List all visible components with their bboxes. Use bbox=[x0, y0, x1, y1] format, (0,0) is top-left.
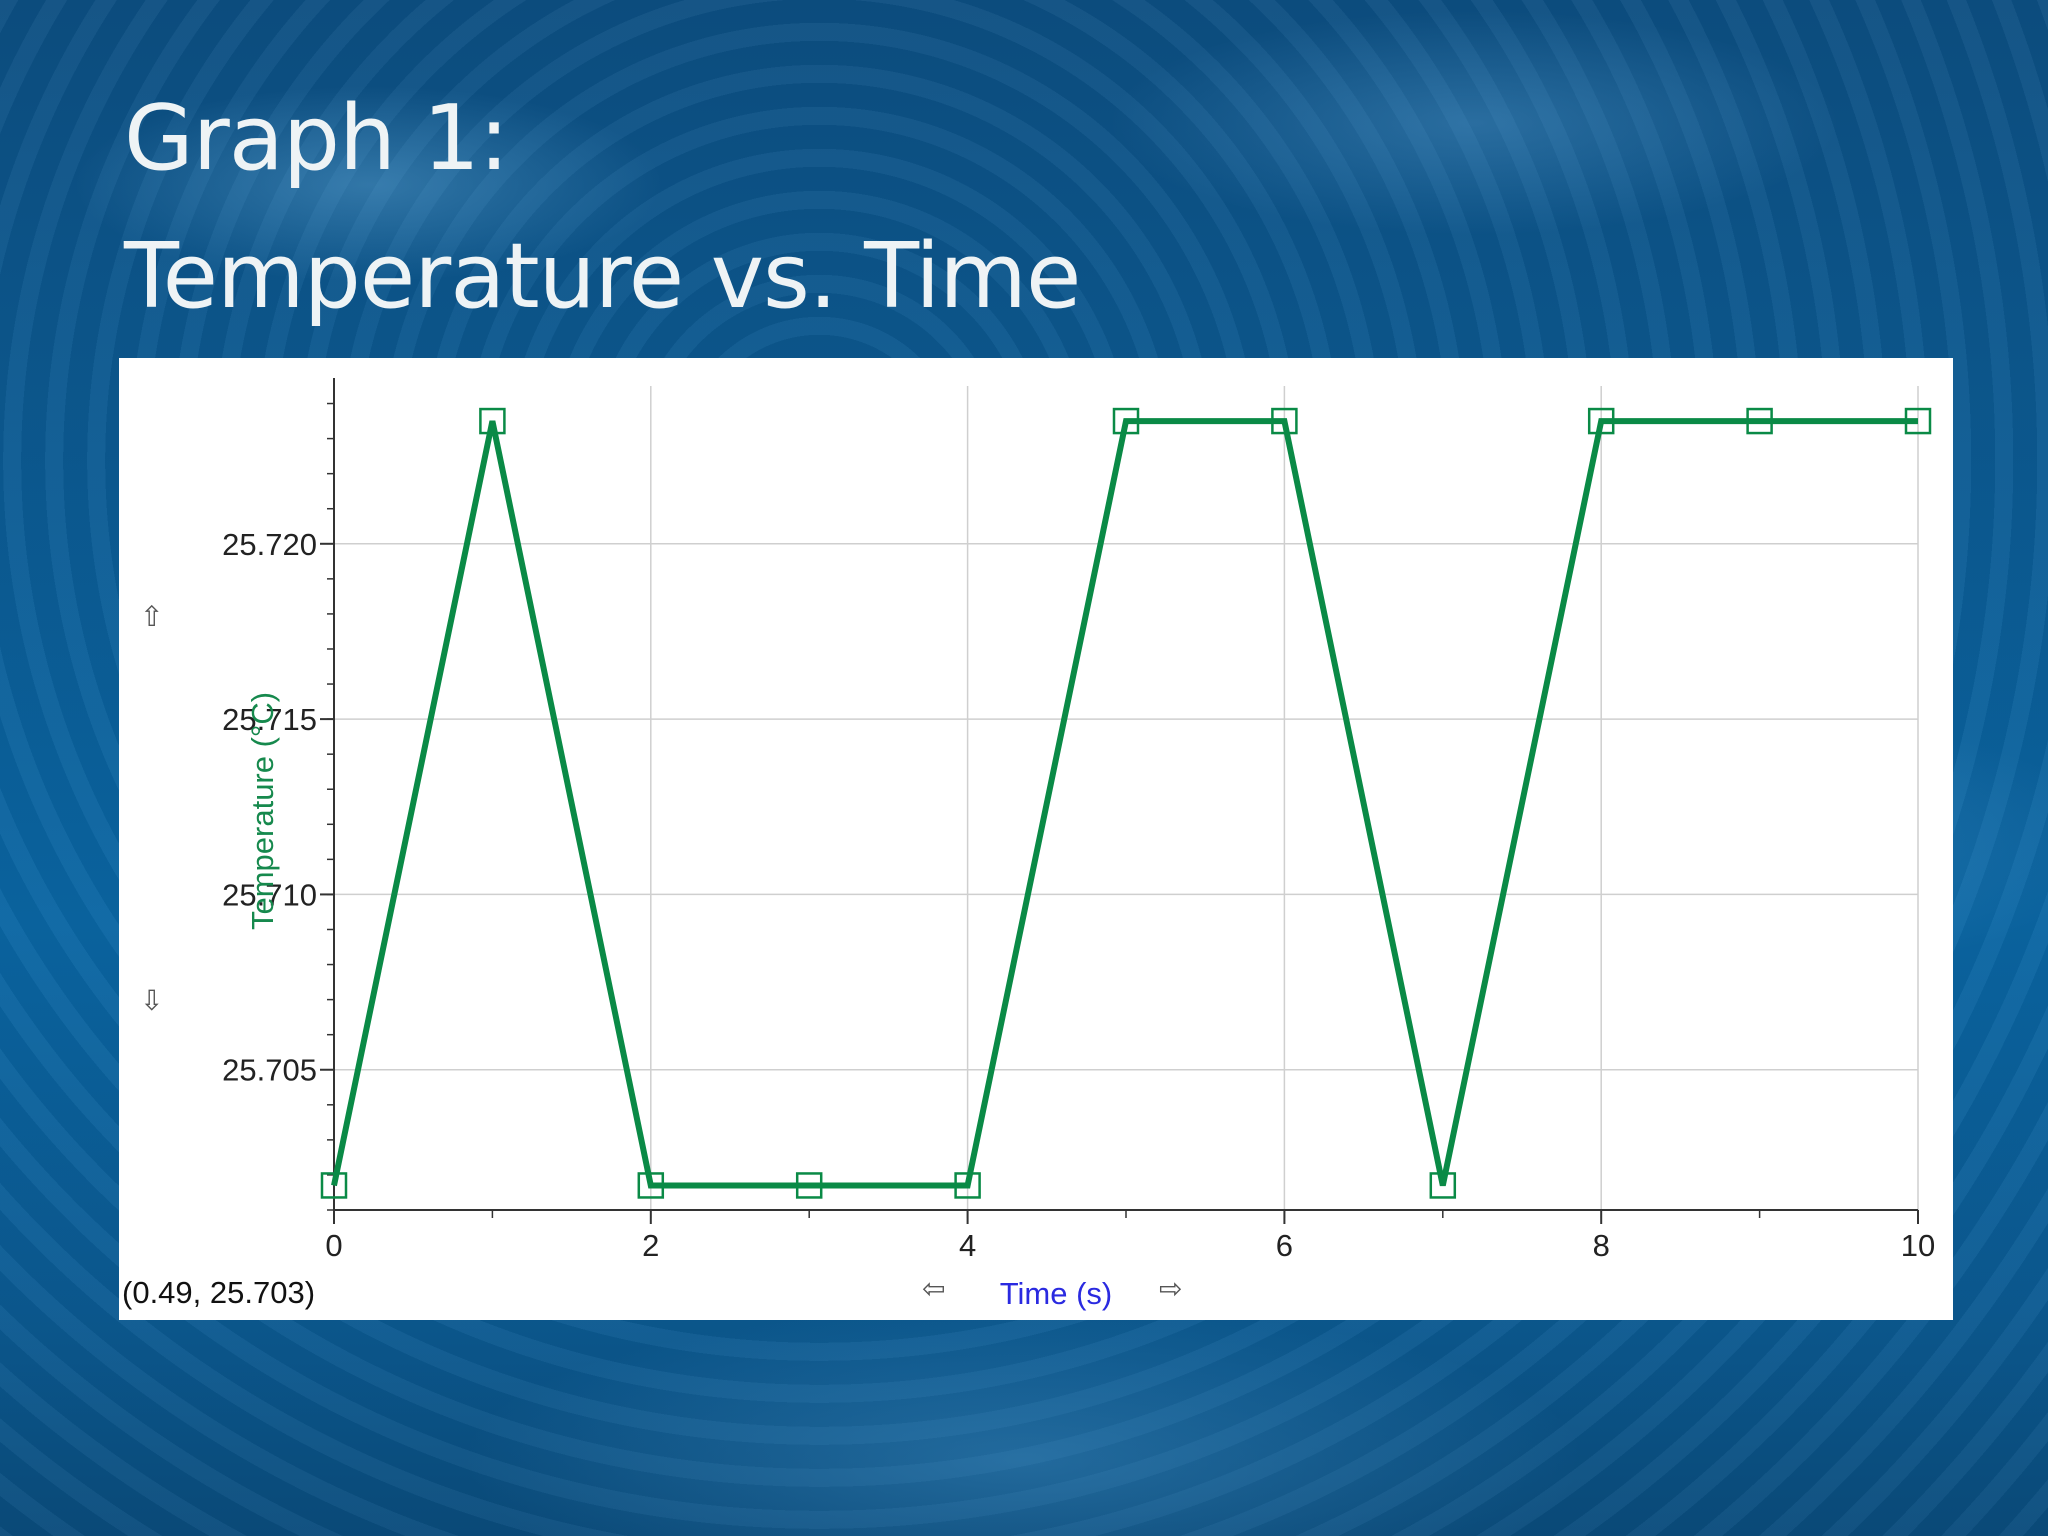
arrow-up-icon[interactable]: ⇧ bbox=[140, 600, 163, 633]
slide-title-line1: Graph 1: bbox=[124, 86, 509, 191]
y-tick-label: 25.715 bbox=[222, 702, 317, 737]
x-tick-label: 6 bbox=[1276, 1228, 1293, 1263]
axis-ticks: 25.705 25.710 25.715 25.720 0 2 4 6 8 10 bbox=[222, 402, 1935, 1263]
temperature-time-chart[interactable]: 25.705 25.710 25.715 25.720 0 2 4 6 8 10 Temperat… bbox=[119, 358, 1953, 1320]
data-point-marker bbox=[1112, 407, 1140, 435]
grid-lines bbox=[334, 386, 1919, 1210]
x-tick-label: 8 bbox=[1593, 1228, 1610, 1263]
arrow-down-icon[interactable]: ⇩ bbox=[140, 984, 163, 1017]
data-point-marker bbox=[795, 1172, 823, 1199]
x-tick-label: 10 bbox=[1901, 1228, 1935, 1263]
y-tick-label: 25.705 bbox=[222, 1053, 317, 1088]
data-point-marker bbox=[1904, 407, 1932, 435]
x-tick-label: 0 bbox=[325, 1228, 342, 1263]
temperature-series-line bbox=[331, 418, 1918, 1189]
data-point-marker bbox=[954, 1172, 981, 1199]
y-tick-label: 25.710 bbox=[222, 877, 317, 912]
x-axis-label[interactable]: Time (s) bbox=[1000, 1276, 1113, 1311]
x-tick-label: 2 bbox=[642, 1228, 659, 1263]
slide-title: Graph 1: Temperature vs. Time bbox=[124, 70, 1081, 346]
slide-title-line2: Temperature vs. Time bbox=[124, 224, 1081, 329]
arrow-left-icon[interactable]: ⇦ bbox=[922, 1272, 945, 1305]
data-point-marker bbox=[637, 1172, 665, 1199]
arrow-right-icon[interactable]: ⇨ bbox=[1159, 1272, 1182, 1305]
cursor-coordinate-readout: (0.49, 25.703) bbox=[122, 1275, 315, 1310]
data-point-marker bbox=[1429, 1172, 1457, 1199]
data-point-marker bbox=[479, 407, 506, 435]
x-tick-label: 4 bbox=[959, 1228, 976, 1263]
data-point-marker bbox=[1746, 407, 1773, 435]
data-point-marker bbox=[320, 1172, 348, 1199]
y-tick-label: 25.720 bbox=[222, 527, 317, 562]
data-point-marker bbox=[1587, 407, 1615, 435]
data-point-marker bbox=[1271, 407, 1298, 435]
graph-panel[interactable]: 25.705 25.710 25.715 25.720 0 2 4 6 8 10 Temperat… bbox=[119, 358, 1953, 1320]
y-axis-label[interactable]: Temperature (°C) bbox=[245, 692, 280, 930]
data-series bbox=[320, 407, 1932, 1199]
